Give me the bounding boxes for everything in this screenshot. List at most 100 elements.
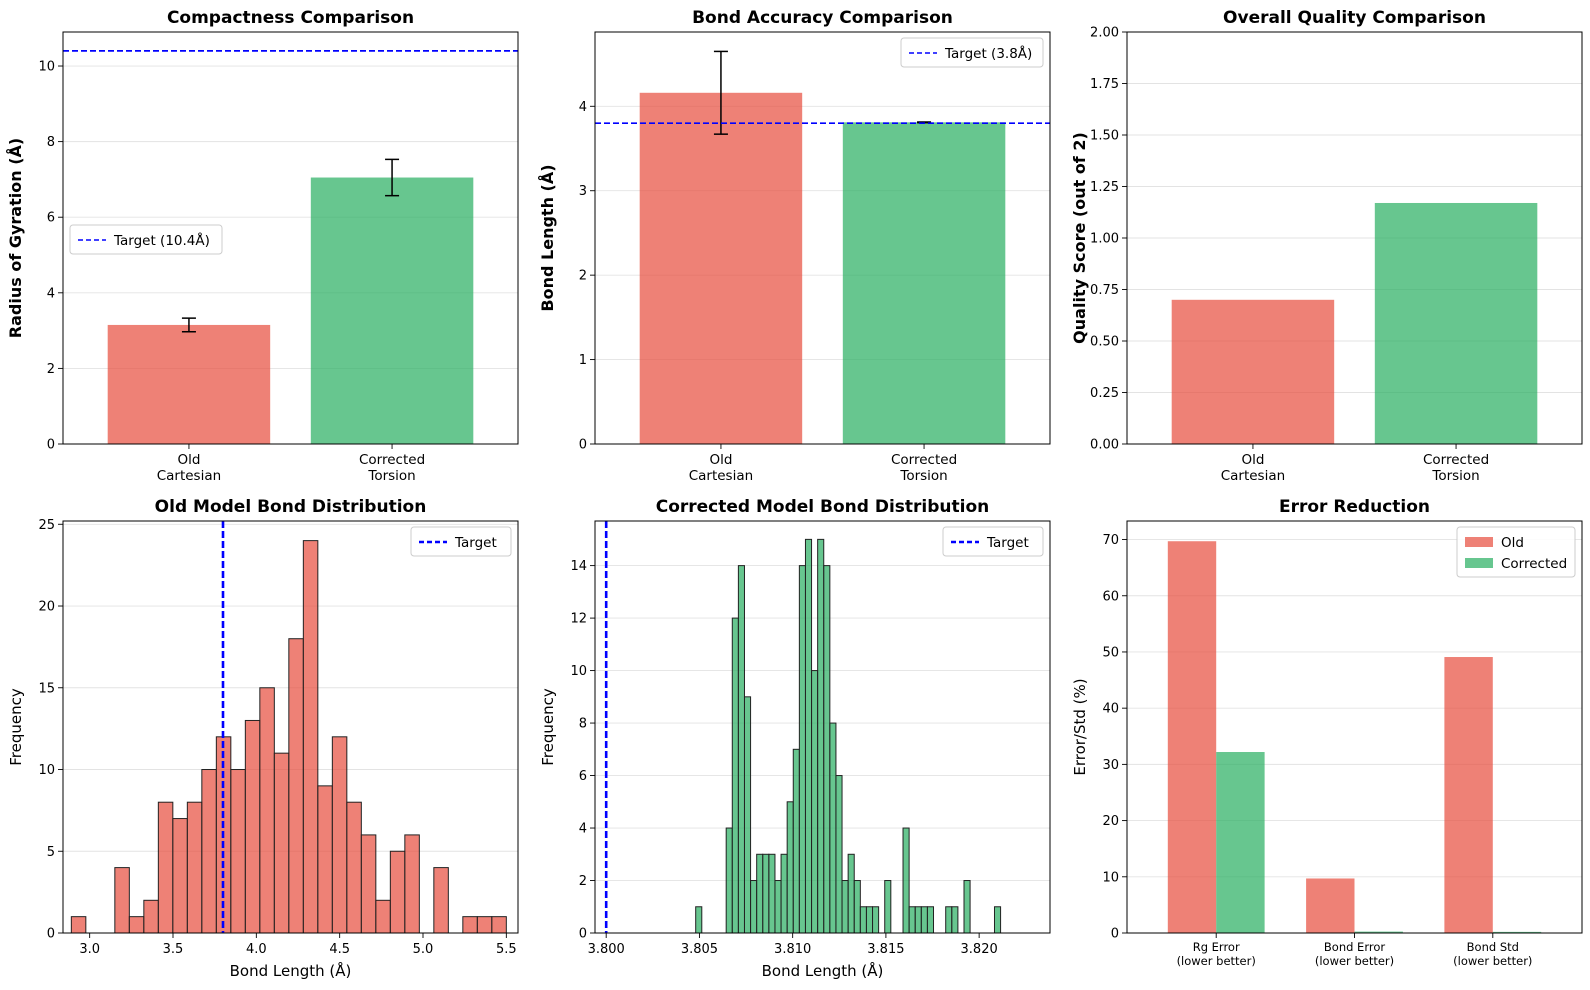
- y-tick-label: 1.75: [1090, 77, 1119, 92]
- y-tick-label: 6: [47, 211, 55, 226]
- chart-title: Overall Quality Comparison: [1223, 8, 1486, 28]
- y-tick-label: 1.50: [1090, 129, 1119, 144]
- axis-frame: [1126, 520, 1583, 934]
- histogram-bin: [756, 853, 764, 934]
- histogram-bin: [114, 867, 130, 934]
- histogram-bin: [786, 801, 794, 934]
- histogram-bin: [872, 906, 880, 934]
- y-tick-label: 5: [47, 845, 55, 860]
- x-tick-label: Old: [177, 452, 200, 468]
- histogram-bin: [823, 565, 831, 934]
- histogram-bin: [375, 899, 391, 934]
- histogram-bin: [143, 899, 159, 934]
- bar: [107, 324, 271, 444]
- histogram-bin: [433, 867, 449, 934]
- y-tick-label: 1.00: [1090, 232, 1119, 247]
- bar: [1354, 931, 1403, 933]
- x-tick-label: Cartesian: [1221, 468, 1285, 484]
- histogram-bin: [951, 906, 959, 934]
- x-tick-label: (lower better): [1315, 954, 1394, 968]
- y-tick-label: 12: [570, 612, 587, 627]
- legend: [900, 37, 1044, 68]
- x-tick-label: Torsion: [899, 468, 947, 484]
- histogram-bin: [817, 538, 825, 934]
- y-tick-label: 4: [579, 822, 587, 837]
- y-tick-label: 30: [1102, 758, 1119, 773]
- y-tick-label: 40: [1102, 702, 1119, 717]
- corrected-hist-chart: 0 2 4 6 8 10 12 14 Frequency 3.800 3.805 3.810 3.815…: [539, 497, 1051, 980]
- legend: [410, 526, 512, 557]
- x-tick-label: Corrected: [891, 452, 957, 468]
- histogram-bin: [743, 696, 752, 934]
- legend-label: Corrected: [1501, 556, 1567, 572]
- histogram-bin: [853, 880, 861, 934]
- x-tick-label: 4.0: [246, 942, 267, 957]
- histogram-bin: [835, 775, 843, 934]
- histogram-bin: [695, 906, 703, 934]
- histogram-bin: [963, 880, 971, 934]
- x-tick-label: 3.0: [79, 942, 100, 957]
- histogram-bin: [288, 638, 304, 934]
- x-tick-label: 3.810: [774, 942, 811, 957]
- legend-label: Target: [986, 535, 1029, 551]
- y-tick-label: 20: [38, 600, 55, 615]
- histogram-bin: [859, 906, 867, 934]
- y-tick-label: 10: [38, 763, 55, 778]
- bar: [1306, 878, 1355, 933]
- y-tick-label: 4: [579, 100, 587, 115]
- x-tick-label: 3.5: [163, 942, 184, 957]
- y-tick-label: 0: [1111, 927, 1119, 942]
- y-tick-label: 0.25: [1090, 386, 1119, 401]
- histogram-bin: [259, 687, 275, 934]
- x-tick-label: Corrected: [359, 452, 425, 468]
- histogram-bin: [865, 906, 874, 934]
- y-axis-label: Radius of Gyration (Å): [6, 138, 25, 338]
- y-tick-label: 10: [1102, 870, 1119, 885]
- bar: [1167, 541, 1217, 933]
- legend-label: Target: [454, 535, 497, 551]
- x-axis-label: Bond Length (Å): [230, 961, 352, 980]
- y-tick-label: 60: [1102, 589, 1119, 604]
- x-tick-label: Old: [1241, 452, 1264, 468]
- chart-title: Old Model Bond Distribution: [155, 497, 427, 517]
- y-tick-label: 10: [570, 664, 587, 679]
- legend-label: Target (3.8Å): [944, 45, 1032, 62]
- legend-label: Old: [1501, 535, 1524, 551]
- x-tick-label: 5.5: [496, 942, 517, 957]
- y-tick-label: 1: [579, 353, 587, 368]
- axis-frame: [1126, 31, 1583, 445]
- y-tick-label: 50: [1102, 645, 1119, 660]
- histogram-bin: [70, 916, 87, 934]
- compactness-chart: 0 2 4 6 8 10 Radius of Gyration (Å) OldCartesia…: [6, 8, 519, 484]
- y-tick-label: 4: [47, 286, 55, 301]
- histogram-bin: [389, 850, 406, 934]
- histogram-bin: [725, 827, 733, 934]
- quality-chart: 0.00 0.25 0.50 0.75 1.00 1.25 1.50 1.75 2.00 Qual…: [1070, 8, 1583, 484]
- histogram-bin: [317, 785, 333, 934]
- chart-title: Error Reduction: [1279, 497, 1430, 517]
- histogram-bin: [491, 916, 507, 934]
- histogram-bin: [302, 540, 319, 934]
- x-tick-label: (lower better): [1453, 954, 1532, 968]
- histogram-bin: [762, 853, 770, 934]
- bar: [1492, 931, 1542, 933]
- y-tick-label: 2.00: [1090, 26, 1119, 41]
- histogram-bin: [346, 801, 362, 934]
- bar: [1216, 752, 1265, 933]
- y-axis-label: Frequency: [7, 688, 25, 766]
- x-tick-label: Cartesian: [157, 468, 221, 484]
- histogram-bin: [201, 769, 217, 934]
- y-tick-label: 0: [47, 927, 55, 942]
- y-tick-label: 0: [579, 438, 587, 453]
- y-tick-label: 3: [579, 184, 587, 199]
- histogram-bin: [273, 752, 290, 934]
- histogram-bin: [244, 719, 261, 934]
- axis-frame: [594, 31, 1051, 445]
- y-tick-label: 0.00: [1090, 438, 1119, 453]
- y-axis-label: Frequency: [539, 688, 557, 766]
- x-tick-label: 3.820: [961, 942, 998, 957]
- histogram-bin: [731, 617, 739, 934]
- y-tick-label: 10: [38, 60, 55, 75]
- chart-title: Corrected Model Bond Distribution: [656, 497, 990, 517]
